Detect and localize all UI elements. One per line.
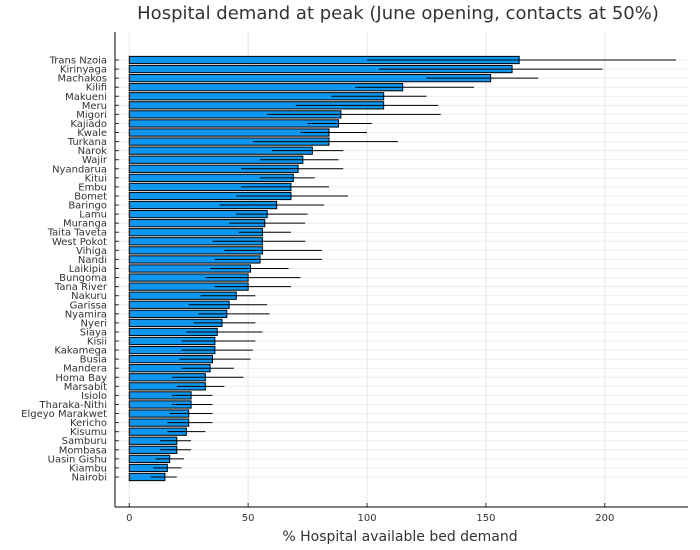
category-label: Baringo <box>68 201 107 212</box>
category-label: Kisumu <box>70 427 107 438</box>
category-label: Siaya <box>80 327 107 338</box>
category-label: Elgeyo Marakwet <box>21 409 107 420</box>
category-label: Homa Bay <box>55 373 107 384</box>
x-tick-label: 0 <box>126 513 132 524</box>
category-label: Busia <box>80 355 107 366</box>
category-label: Marsabit <box>64 382 107 393</box>
category-label: Kisii <box>87 337 107 348</box>
category-label: Nyeri <box>81 318 107 329</box>
category-label: Meru <box>82 101 107 112</box>
category-label: Nyandarua <box>52 164 107 175</box>
category-label: Nakuru <box>71 291 107 302</box>
category-label: Mombasa <box>59 445 107 456</box>
category-label: Tana River <box>54 282 108 293</box>
x-tick-label: 50 <box>242 513 255 524</box>
category-label: Uasin Gishu <box>48 454 107 465</box>
category-label: Kirinyaga <box>60 65 107 76</box>
category-label: Makueni <box>65 92 107 103</box>
category-label: Machakos <box>58 74 107 85</box>
category-label: Garissa <box>70 300 107 311</box>
category-label: Laikipia <box>69 264 107 275</box>
category-label: Migori <box>76 110 107 121</box>
category-label: Kitui <box>85 173 107 184</box>
category-label: Nandi <box>78 255 107 266</box>
category-label: Lamu <box>79 210 107 221</box>
category-label: Kericho <box>70 418 107 429</box>
x-tick-label: 100 <box>357 513 376 524</box>
category-label: Narok <box>78 146 108 157</box>
category-label: Kilifi <box>86 83 107 94</box>
x-tick-label: 200 <box>595 513 614 524</box>
error-bar-layer <box>150 59 677 478</box>
category-label: Samburu <box>62 436 107 447</box>
category-label: Nyamira <box>65 309 107 320</box>
x-tick-label: 150 <box>476 513 495 524</box>
axis-layer <box>114 32 688 508</box>
category-label: Kajiado <box>70 119 107 130</box>
category-label: Bomet <box>74 191 107 202</box>
category-label: Kiambu <box>69 463 107 474</box>
x-axis-label: % Hospital available bed demand <box>282 529 517 545</box>
x-tick-labels: 0 50 100 150 200 <box>126 513 614 524</box>
category-label: Tharaka-Nithi <box>39 400 107 411</box>
category-label: Mandera <box>63 364 107 375</box>
bar <box>128 119 339 128</box>
chart-title: Hospital demand at peak (June opening, c… <box>137 3 659 24</box>
category-label: Isiolo <box>81 391 107 402</box>
category-label: Embu <box>78 182 107 193</box>
category-label: Taita Taveta <box>47 228 107 239</box>
bar <box>128 128 330 137</box>
category-label: Nairobi <box>71 473 107 484</box>
category-labels: Trans NzoiaKirinyagaMachakosKilifiMakuen… <box>21 56 108 484</box>
category-label: Wajir <box>82 155 108 166</box>
category-label: West Pokot <box>52 237 107 248</box>
category-label: Muranga <box>63 219 107 230</box>
category-label: Turkana <box>67 137 107 148</box>
category-label: Bungoma <box>59 273 107 284</box>
category-label: Vihiga <box>76 246 107 257</box>
category-label: Kakamega <box>54 346 107 357</box>
category-label: Trans Nzoia <box>49 56 107 67</box>
category-label: Kwale <box>77 128 107 139</box>
